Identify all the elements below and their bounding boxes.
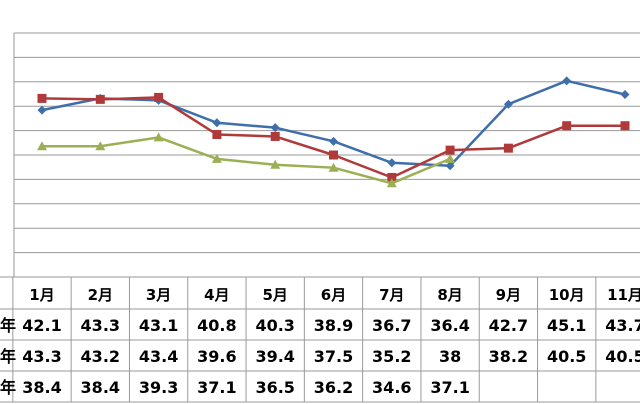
data-point [620,89,630,99]
data-point [153,132,164,142]
data-point [329,150,338,160]
table-cell: 38.9 [314,316,353,335]
table-cell: 38.2 [489,347,528,366]
data-point [562,121,572,131]
table-cell: 38 [439,347,461,366]
data-point [37,93,47,103]
series-layer [37,76,630,188]
data-point [270,123,280,133]
series-2 [37,92,630,182]
table-cell: 35.2 [372,347,411,366]
data-point [212,118,222,128]
data-point [329,136,338,146]
table-cell: 40.5 [547,347,586,366]
table-cell: 38.4 [22,378,61,397]
table-series-label: 年 [0,378,16,397]
data-point [95,94,105,104]
data-point [620,121,630,131]
data-point [37,105,47,115]
data-point [95,141,106,151]
table-cell: 43.3 [22,347,61,366]
x-tick-label: 5月 [262,286,287,304]
table-cell: 37.1 [430,378,469,397]
table-cell: 39.6 [197,347,236,366]
data-point [503,143,513,153]
table-cell: 37.1 [197,378,236,397]
data-point [270,131,280,141]
table-cell: 36.5 [255,378,294,397]
x-tick-label: 3月 [146,286,171,304]
data-point [562,76,572,86]
gridlines [13,32,640,278]
table-cell: 40.8 [197,316,236,335]
data-point [37,141,47,151]
table-cell: 36.7 [372,316,411,335]
x-tick-label: 1月 [29,286,54,304]
x-tick-label: 4月 [204,286,229,304]
data-point [503,99,513,109]
table-cell: 43.2 [81,347,120,366]
data-point [445,145,455,155]
table-cell: 39.4 [255,347,294,366]
table-cell: 40.5 [605,347,640,366]
x-tick-label: 7月 [379,286,404,304]
table-cell: 45.1 [547,316,586,335]
data-point [270,159,281,169]
data-point [387,172,397,182]
table-cell: 42.1 [22,316,61,335]
data-point [386,178,397,188]
data-point [211,153,222,163]
data-point [154,92,164,102]
series-line [42,136,451,185]
series-1 [37,76,630,171]
x-tick-label: 2月 [88,286,113,304]
x-tick-label: 6月 [321,286,346,304]
table-cell: 42.7 [489,316,528,335]
table-series-label: 年 [0,316,16,335]
table-cell: 43.4 [139,347,178,366]
table-cell: 38.4 [81,378,120,397]
data-point [445,153,456,163]
data-point [328,162,339,172]
table-cell: 36.2 [314,378,353,397]
data-point [445,161,455,171]
x-tick-label: 10月 [549,286,585,304]
series-3 [37,132,456,188]
x-tick-label: 9月 [496,286,521,304]
x-tick-label: 11月 [607,286,640,304]
table-cell: 37.5 [314,347,353,366]
table-cell: 34.6 [372,378,411,397]
table-cell: 40.3 [255,316,294,335]
table-cell: 39.3 [139,378,178,397]
table-cell: 36.4 [430,316,469,335]
table-cell: 43.1 [139,316,178,335]
table-cell: 43.7 [605,316,640,335]
x-tick-label: 8月 [437,286,462,304]
data-point [387,158,397,168]
table-cell: 43.3 [81,316,120,335]
table-series-label: 年 [0,347,16,366]
data-point [212,130,222,140]
